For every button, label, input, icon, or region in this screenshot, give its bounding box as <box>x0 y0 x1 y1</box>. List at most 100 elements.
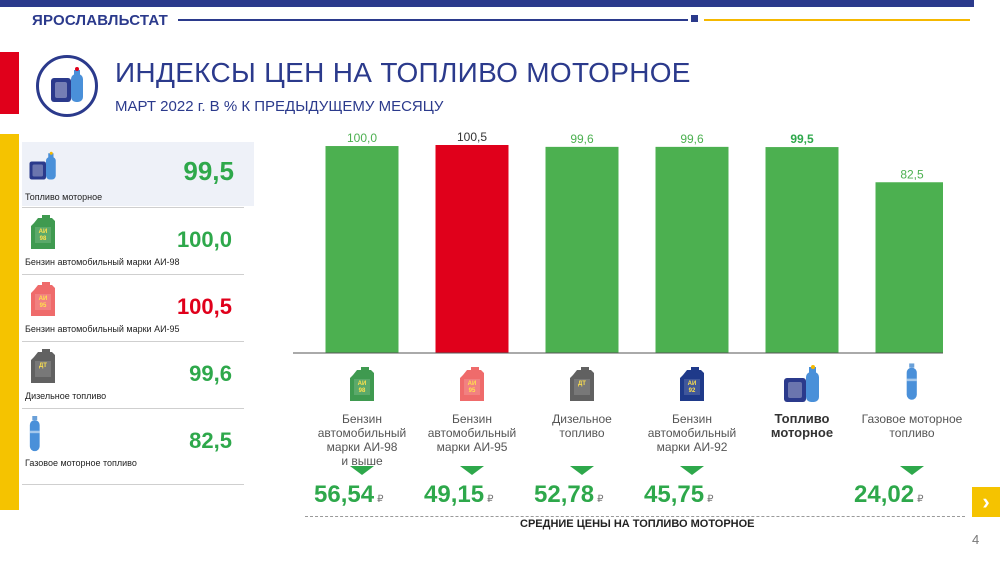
diesel-canister-icon: ДТ <box>28 349 58 390</box>
category-label-line: марки АИ-92 <box>656 440 728 454</box>
category-label: Топливо моторное <box>747 412 857 440</box>
summary-row: АИ 98 Бензин автомобильный марки АИ-98 100,… <box>22 209 254 273</box>
red-accent-bar <box>0 52 19 114</box>
bar <box>325 146 399 353</box>
fuel-canister-icon <box>782 364 822 409</box>
summary-value: 99,6 <box>189 361 232 386</box>
gas-cylinder-icon <box>905 360 919 409</box>
summary-row: Газовое моторное топливо 82,5 <box>22 410 254 474</box>
price-value: 56,54 <box>314 481 375 508</box>
svg-text:95: 95 <box>40 303 47 309</box>
summary-row: ДТ Дизельное топливо 99,6 <box>22 343 254 407</box>
gasoline-ai95-canister-icon: АИ 95 <box>28 282 58 323</box>
bar-value-label: 100,5 <box>457 130 487 144</box>
category-label-line: Топливо <box>774 411 830 426</box>
ruble-sign: ₽ <box>377 494 384 505</box>
fuel-logo-icon <box>36 55 98 117</box>
category-label-line: и выше <box>341 454 383 468</box>
page-title: ИНДЕКСЫ ЦЕН НА ТОПЛИВО МОТОРНОЕ <box>115 57 691 88</box>
average-price: 49,15 ₽ <box>424 481 493 509</box>
price-index-bar-chart: 100,0 100,5 99,6 99,6 99,5 82,5 <box>293 130 943 354</box>
summary-separator <box>22 341 244 342</box>
svg-text:АИ: АИ <box>39 229 48 235</box>
category-label-line: автомобильный <box>427 426 517 440</box>
category-label-line: Бензин <box>451 412 492 426</box>
yellow-accent-bar <box>0 134 19 510</box>
svg-text:АИ: АИ <box>468 381 477 387</box>
ruble-sign: ₽ <box>707 494 714 505</box>
summary-row: Топливо моторное 99,5 <box>22 142 254 206</box>
bar <box>765 147 839 353</box>
category-label-line: Бензин <box>341 412 382 426</box>
summary-separator <box>22 274 244 275</box>
bar-value-label: 99,6 <box>680 132 704 146</box>
brand-divider-square <box>691 15 698 22</box>
summary-label: Дизельное топливо <box>25 391 107 401</box>
category-label: Бензин автомобильный марки АИ-92 <box>637 412 747 454</box>
chevron-right-icon: › <box>982 489 990 514</box>
gasoline-ai92-canister-icon: АИ 92 <box>677 364 707 411</box>
page-number: 4 <box>972 532 980 547</box>
bar <box>545 146 619 353</box>
svg-text:АИ: АИ <box>39 296 48 302</box>
svg-text:95: 95 <box>469 388 476 394</box>
svg-text:АИ: АИ <box>688 381 697 387</box>
gas-cylinder-icon <box>28 416 42 457</box>
diesel-canister-icon: ДТ <box>567 364 597 411</box>
category-label: Бензин автомобильный марки АИ-98 и выше <box>307 412 417 468</box>
summary-separator <box>22 484 244 485</box>
down-triangle-icon <box>900 466 924 475</box>
bar <box>435 145 509 353</box>
average-price: 24,02 ₽ <box>854 481 923 509</box>
bar-value-label: 100,0 <box>347 131 377 145</box>
summary-label: Топливо моторное <box>25 192 103 202</box>
category-label-line: марки АИ-98 <box>326 440 398 454</box>
average-price: 45,75 ₽ <box>644 481 713 509</box>
price-value: 45,75 <box>644 481 705 508</box>
brand-divider-accent <box>704 19 970 21</box>
price-value: 24,02 <box>854 481 915 508</box>
svg-text:ДТ: ДТ <box>578 381 586 387</box>
gasoline-ai95-canister-icon: АИ 95 <box>457 364 487 411</box>
svg-text:92: 92 <box>689 388 696 394</box>
category-label-line: Дизельное <box>552 412 612 426</box>
summary-separator <box>22 408 244 409</box>
price-value: 49,15 <box>424 481 485 508</box>
bar-value-label: 82,5 <box>900 167 924 181</box>
prices-divider <box>305 516 965 517</box>
bar <box>655 146 729 353</box>
summary-label: Бензин автомобильный марки АИ-95 <box>25 324 180 334</box>
category-label-line: топливо <box>889 426 935 440</box>
brand-divider <box>178 19 688 21</box>
top-bar <box>0 0 974 7</box>
fuel-canister-icon <box>28 148 58 189</box>
brand-name: ЯРОСЛАВЛЬСТАТ <box>32 12 168 29</box>
category-label-line: топливо <box>559 426 605 440</box>
category-label-line: моторное <box>770 425 834 440</box>
down-triangle-icon <box>570 466 594 475</box>
bar-value-label: 99,5 <box>790 132 814 146</box>
summary-value: 100,0 <box>176 227 232 252</box>
bar <box>875 182 943 353</box>
price-value: 52,78 <box>534 481 595 508</box>
average-price: 56,54 ₽ <box>314 481 383 509</box>
ruble-sign: ₽ <box>597 494 604 505</box>
down-triangle-icon <box>460 466 484 475</box>
average-price: 52,78 ₽ <box>534 481 603 509</box>
category-label-line: Бензин <box>671 412 712 426</box>
svg-text:98: 98 <box>40 236 47 242</box>
summary-label: Бензин автомобильный марки АИ-98 <box>25 257 180 267</box>
svg-text:98: 98 <box>359 388 366 394</box>
next-slide-button[interactable]: › <box>972 487 1000 517</box>
prices-caption: СРЕДНИЕ ЦЕНЫ НА ТОПЛИВО МОТОРНОЕ <box>520 518 755 530</box>
ruble-sign: ₽ <box>487 494 494 505</box>
page-subtitle: МАРТ 2022 г. В % К ПРЕДЫДУЩЕМУ МЕСЯЦУ <box>115 98 444 115</box>
ruble-sign: ₽ <box>917 494 924 505</box>
summary-value: 99,5 <box>183 156 234 186</box>
gasoline-ai98-canister-icon: АИ 98 <box>28 215 58 256</box>
bar-value-label: 99,6 <box>570 132 594 146</box>
category-label-line: автомобильный <box>647 426 737 440</box>
summary-row: АИ 95 Бензин автомобильный марки АИ-95 100,… <box>22 276 254 340</box>
category-label: Бензин автомобильный марки АИ-95 <box>417 412 527 454</box>
category-label: Дизельное топливо <box>527 412 637 440</box>
